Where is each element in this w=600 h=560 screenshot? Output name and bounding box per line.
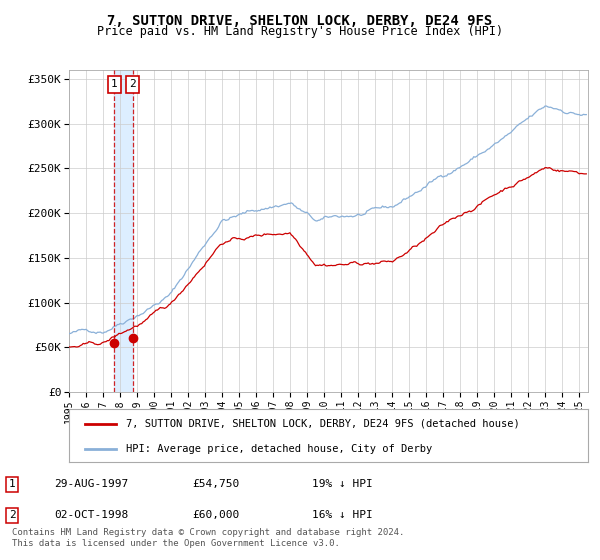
Text: 1: 1 — [8, 479, 16, 489]
Text: £60,000: £60,000 — [192, 510, 239, 520]
Text: HPI: Average price, detached house, City of Derby: HPI: Average price, detached house, City… — [126, 444, 433, 454]
Text: 19% ↓ HPI: 19% ↓ HPI — [312, 479, 373, 489]
Text: 02-OCT-1998: 02-OCT-1998 — [54, 510, 128, 520]
Text: £54,750: £54,750 — [192, 479, 239, 489]
Text: 29-AUG-1997: 29-AUG-1997 — [54, 479, 128, 489]
Text: 16% ↓ HPI: 16% ↓ HPI — [312, 510, 373, 520]
Text: Price paid vs. HM Land Registry's House Price Index (HPI): Price paid vs. HM Land Registry's House … — [97, 25, 503, 38]
Bar — [114, 70, 133, 392]
Text: 2: 2 — [130, 80, 136, 90]
Text: Contains HM Land Registry data © Crown copyright and database right 2024.
This d: Contains HM Land Registry data © Crown c… — [12, 528, 404, 548]
Text: 1: 1 — [111, 80, 118, 90]
Text: 7, SUTTON DRIVE, SHELTON LOCK, DERBY, DE24 9FS (detached house): 7, SUTTON DRIVE, SHELTON LOCK, DERBY, DE… — [126, 419, 520, 429]
Text: 7, SUTTON DRIVE, SHELTON LOCK, DERBY, DE24 9FS: 7, SUTTON DRIVE, SHELTON LOCK, DERBY, DE… — [107, 14, 493, 28]
Text: 2: 2 — [8, 510, 16, 520]
